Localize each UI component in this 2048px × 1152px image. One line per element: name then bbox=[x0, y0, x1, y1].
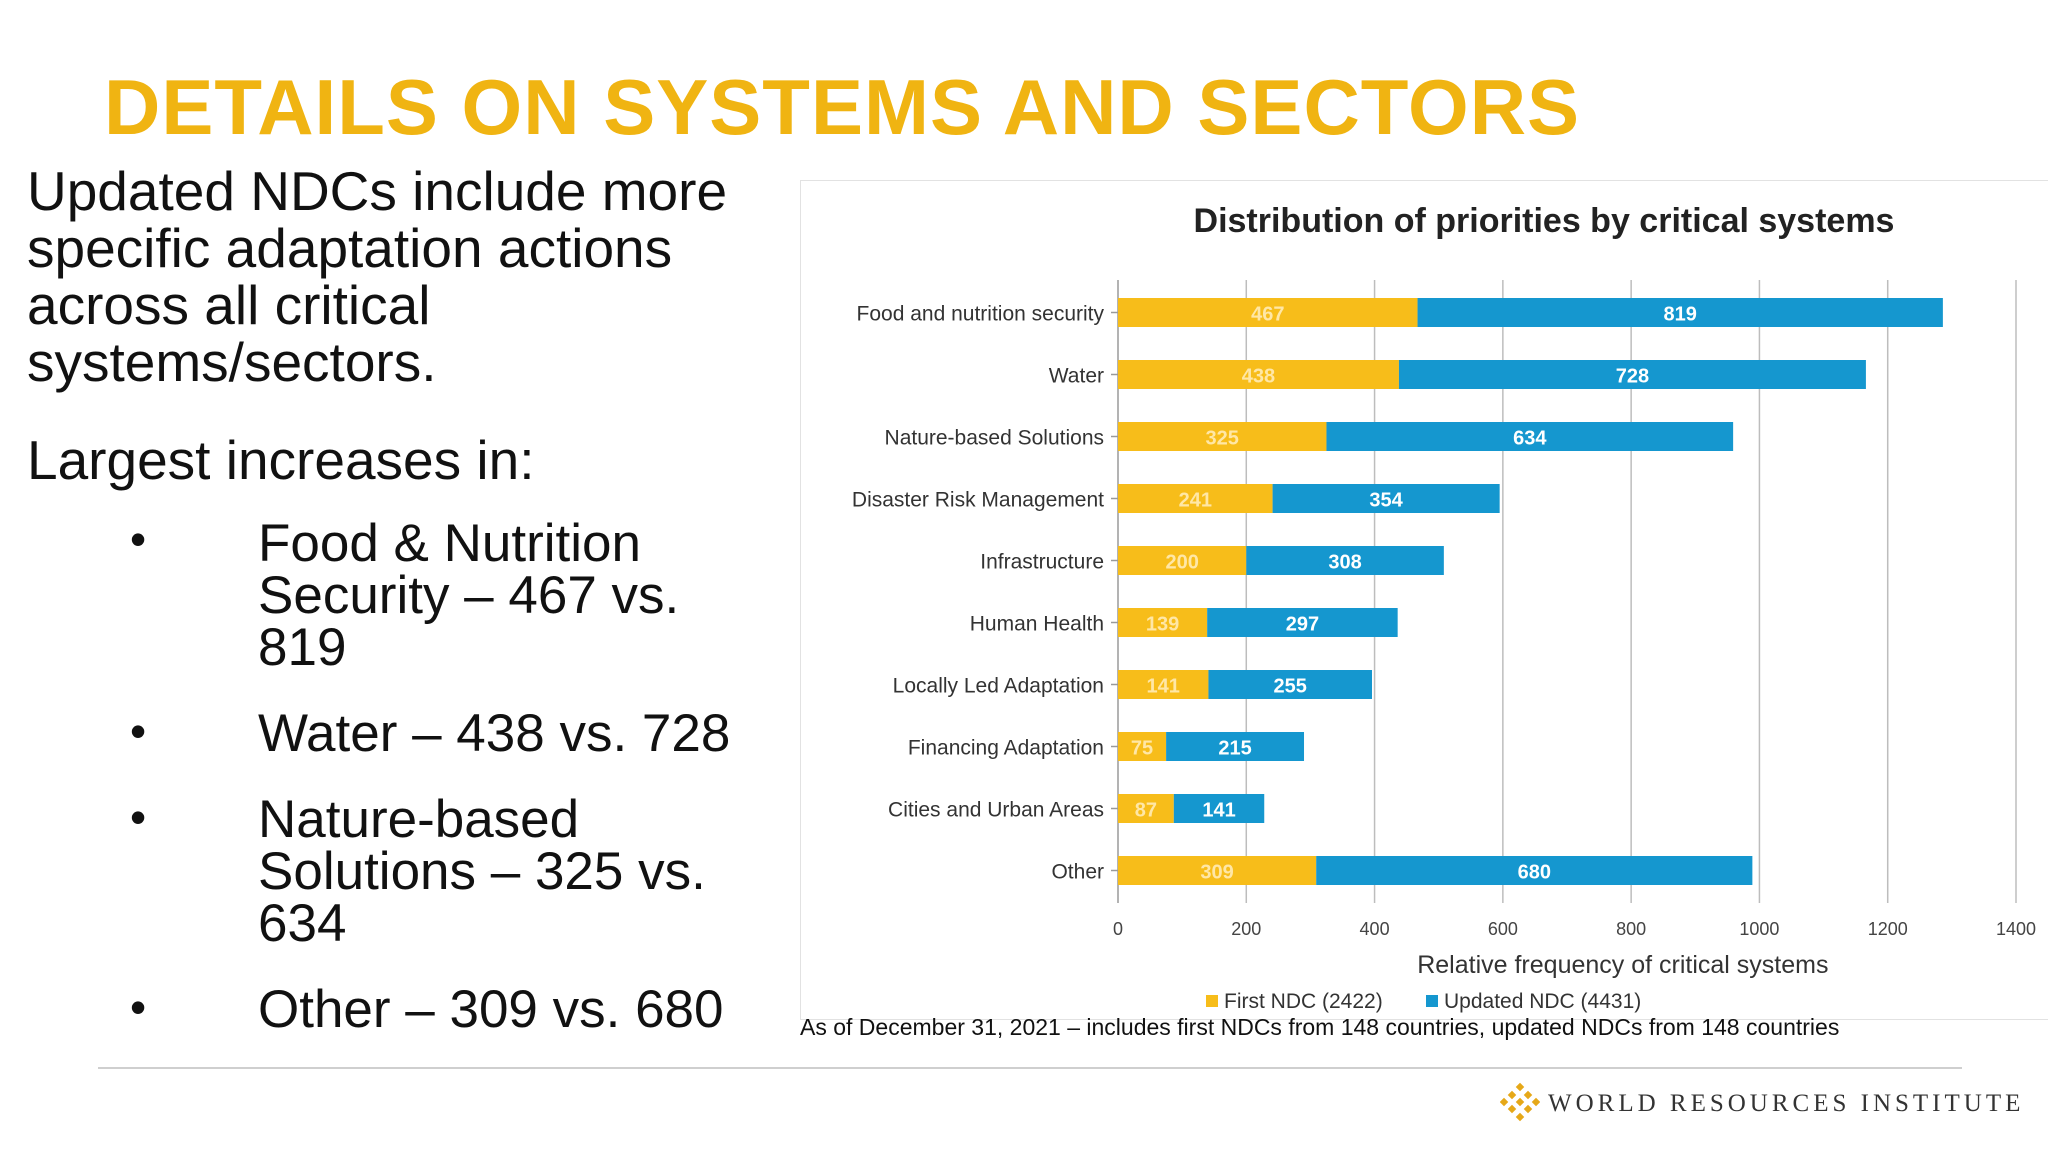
data-label: 819 bbox=[1664, 304, 1697, 326]
footer-divider bbox=[98, 1067, 1962, 1069]
bar-updated-ndc bbox=[1166, 732, 1305, 761]
data-label: 634 bbox=[1513, 428, 1547, 450]
data-label: 87 bbox=[1135, 800, 1157, 822]
data-label: 354 bbox=[1369, 490, 1403, 512]
bullet-item: Water – 438 vs. 728 bbox=[258, 704, 731, 763]
legend-label: Updated NDC (4431) bbox=[1444, 990, 1641, 1013]
data-label: 467 bbox=[1251, 304, 1284, 326]
data-label: 438 bbox=[1242, 366, 1275, 388]
category-label: Water bbox=[1049, 365, 1104, 388]
legend-swatch-first-ndc bbox=[1206, 995, 1218, 1007]
data-label: 200 bbox=[1165, 552, 1198, 574]
bar-first-ndc bbox=[1118, 732, 1167, 761]
x-tick-label: 400 bbox=[1360, 919, 1390, 939]
logo-text: WORLD RESOURCES INSTITUTE bbox=[1548, 1090, 2025, 1117]
footnote: As of December 31, 2021 – includes first… bbox=[800, 1014, 1840, 1040]
data-label: 141 bbox=[1147, 676, 1180, 698]
bar-first-ndc bbox=[1118, 794, 1174, 823]
bullet-marker: • bbox=[130, 513, 147, 565]
data-label: 680 bbox=[1518, 862, 1551, 884]
x-tick-label: 200 bbox=[1231, 919, 1261, 939]
subhead-text: Largest increases in: bbox=[27, 429, 535, 491]
bullet-item: Food & Nutrition Security – 467 vs. 819 bbox=[258, 514, 680, 677]
data-label: 308 bbox=[1328, 552, 1361, 574]
bar-updated-ndc bbox=[1173, 794, 1265, 823]
bar-updated-ndc bbox=[1246, 546, 1444, 575]
data-label: 255 bbox=[1274, 676, 1307, 698]
bar-first-ndc bbox=[1118, 670, 1209, 699]
bullet-marker: • bbox=[130, 981, 147, 1033]
bar-first-ndc bbox=[1118, 484, 1273, 513]
bar-first-ndc bbox=[1118, 298, 1418, 327]
data-label: 215 bbox=[1218, 738, 1251, 760]
category-label: Financing Adaptation bbox=[908, 737, 1104, 760]
bar-first-ndc bbox=[1118, 360, 1399, 389]
bullet-marker: • bbox=[130, 791, 147, 843]
category-label: Food and nutrition security bbox=[857, 303, 1105, 326]
bullet-marker: • bbox=[130, 705, 147, 757]
data-label: 241 bbox=[1179, 490, 1212, 512]
x-axis-label: Relative frequency of critical systems bbox=[1417, 951, 1828, 979]
bar-updated-ndc bbox=[1208, 670, 1373, 699]
bar-first-ndc bbox=[1118, 546, 1247, 575]
data-label: 139 bbox=[1146, 614, 1179, 636]
data-label: 309 bbox=[1200, 862, 1233, 884]
legend-label: First NDC (2422) bbox=[1224, 990, 1383, 1013]
x-tick-label: 1000 bbox=[1739, 919, 1779, 939]
wri-logo: WORLD RESOURCES INSTITUTE bbox=[1500, 1082, 2040, 1128]
stacked-bar-chart: Distribution of priorities by critical s… bbox=[852, 202, 2036, 1013]
legend-swatch-updated-ndc bbox=[1426, 995, 1438, 1007]
bullet-item: Other – 309 vs. 680 bbox=[258, 980, 724, 1039]
bar-updated-ndc bbox=[1398, 360, 1866, 389]
slide-title: DETAILS ON SYSTEMS AND SECTORS bbox=[104, 63, 1581, 151]
category-label: Other bbox=[1051, 861, 1104, 884]
chart-title: Distribution of priorities by critical s… bbox=[1194, 202, 1895, 240]
x-tick-label: 0 bbox=[1113, 919, 1123, 939]
category-label: Locally Led Adaptation bbox=[893, 675, 1104, 698]
bar-updated-ndc bbox=[1417, 298, 1943, 327]
category-label: Human Health bbox=[970, 613, 1104, 636]
x-tick-label: 800 bbox=[1616, 919, 1646, 939]
data-label: 297 bbox=[1286, 614, 1319, 636]
bullet-item: Nature-based Solutions – 325 vs. 634 bbox=[258, 790, 706, 953]
bar-updated-ndc bbox=[1207, 608, 1398, 637]
data-label: 75 bbox=[1131, 738, 1153, 760]
wri-emblem-icon bbox=[1500, 1082, 1540, 1122]
bar-updated-ndc bbox=[1272, 484, 1500, 513]
x-tick-label: 1400 bbox=[1996, 919, 2036, 939]
category-label: Cities and Urban Areas bbox=[888, 799, 1104, 822]
data-label: 728 bbox=[1616, 366, 1649, 388]
bar-first-ndc bbox=[1118, 422, 1327, 451]
bar-first-ndc bbox=[1118, 608, 1208, 637]
category-label: Disaster Risk Management bbox=[852, 489, 1104, 512]
category-label: Nature-based Solutions bbox=[885, 427, 1104, 450]
data-label: 325 bbox=[1206, 428, 1239, 450]
x-tick-label: 1200 bbox=[1868, 919, 1908, 939]
x-tick-label: 600 bbox=[1488, 919, 1518, 939]
intro-text: Updated NDCs include more specific adapt… bbox=[27, 160, 728, 393]
bar-first-ndc bbox=[1118, 856, 1317, 885]
category-label: Infrastructure bbox=[980, 551, 1104, 574]
bar-updated-ndc bbox=[1326, 422, 1734, 451]
bar-updated-ndc bbox=[1316, 856, 1753, 885]
data-label: 141 bbox=[1202, 800, 1235, 822]
